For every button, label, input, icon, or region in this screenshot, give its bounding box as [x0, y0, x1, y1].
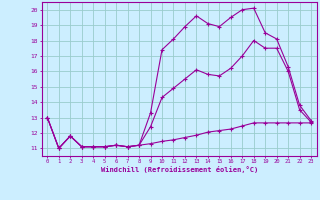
X-axis label: Windchill (Refroidissement éolien,°C): Windchill (Refroidissement éolien,°C) — [100, 166, 258, 173]
